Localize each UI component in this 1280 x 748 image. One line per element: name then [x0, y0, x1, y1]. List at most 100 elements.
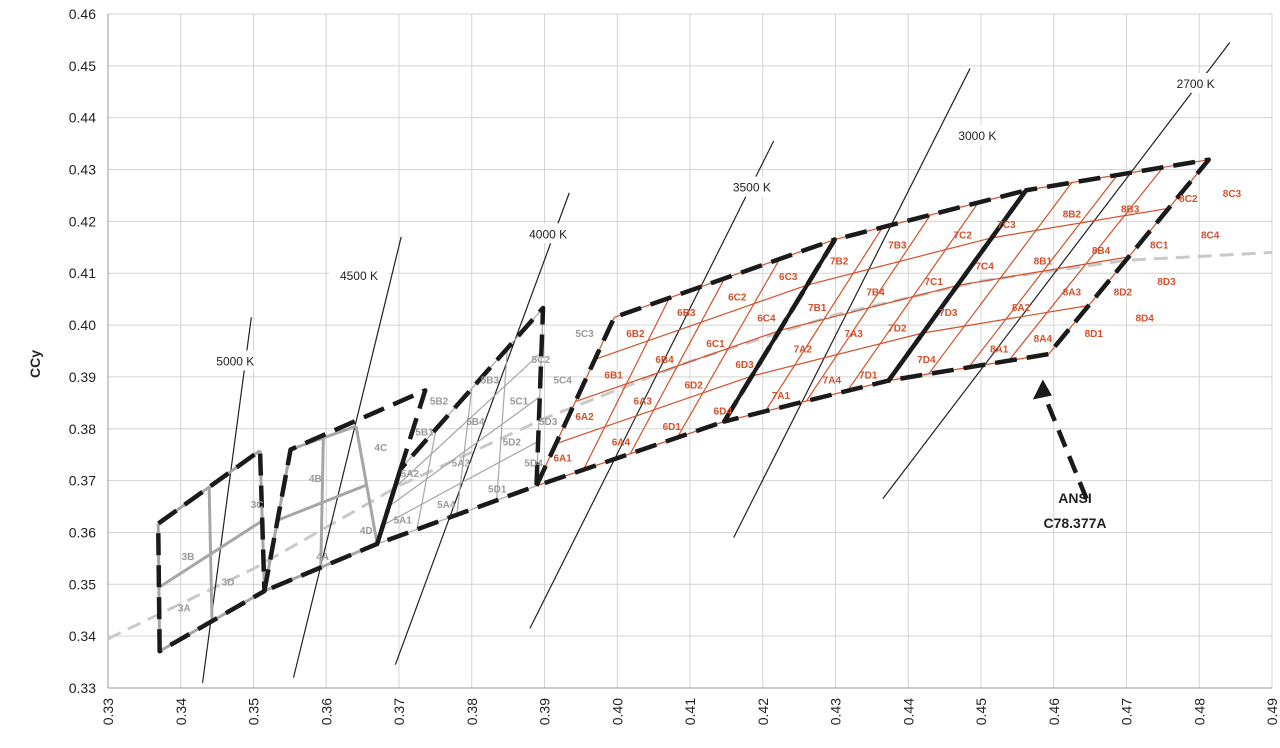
bin-label-8A1: 8A1: [990, 344, 1009, 355]
bin-label-7A4: 7A4: [823, 376, 842, 387]
cct-label-bg: [947, 124, 1008, 145]
x-tick-label: 0.47: [1119, 698, 1135, 725]
y-axis-ticks: 0.33 0.34 0.35 0.36 0.37 0.38 0.39 0.40 0.41 0.42…: [69, 6, 96, 696]
bin-label-6A4: 6A4: [612, 438, 631, 449]
x-tick-label: 0.43: [828, 698, 844, 725]
ansi-quad: [374, 305, 546, 547]
cct-line: [882, 42, 1231, 500]
bin-label-4C: 4C: [374, 443, 387, 454]
bin-label-7B3: 7B3: [888, 241, 907, 252]
bin-label-7C3: 7C3: [997, 220, 1016, 231]
bin-label-8C4: 8C4: [1201, 230, 1220, 241]
ansi-quad: [886, 157, 1211, 383]
bin-label-8D1: 8D1: [1085, 329, 1104, 340]
bin-label-5D3: 5D3: [539, 417, 558, 428]
bin-label-4A: 4A: [316, 552, 329, 563]
y-tick-label: 0.37: [69, 473, 96, 489]
x-tick-label: 0.41: [682, 698, 698, 725]
bin-label-5C4: 5C4: [554, 376, 573, 387]
bin-label-6B2: 6B2: [626, 329, 645, 340]
ansi-quad: [155, 448, 267, 654]
red-grid-h: [594, 284, 808, 360]
bin-label-8B4: 8B4: [1092, 246, 1111, 257]
ansi-annotation: ANSI C78.377A: [1032, 379, 1107, 531]
gray-grid-h: [388, 396, 541, 508]
ansi-quadrangles: [155, 157, 1211, 654]
cct-line: [394, 192, 570, 665]
bin-label-8C3: 8C3: [1223, 189, 1242, 200]
bin-label-6D4: 6D4: [714, 407, 733, 418]
bin-label-8B1: 8B1: [1034, 256, 1053, 267]
x-tick-label: 0.38: [464, 698, 480, 725]
bin-label-8C2: 8C2: [1179, 194, 1198, 205]
x-tick-label: 0.40: [609, 698, 625, 725]
bin-label-7A1: 7A1: [772, 391, 791, 402]
cct-label-bg: [328, 264, 389, 285]
gray-grid-h: [276, 483, 368, 522]
red-grid-h: [991, 207, 1169, 239]
y-tick-label: 0.43: [69, 162, 96, 178]
bin-label-8A3: 8A3: [1063, 287, 1082, 298]
bin-label-6A1: 6A1: [554, 453, 573, 464]
bin-label-3A: 3A: [178, 604, 191, 615]
gray-grid-h: [394, 351, 542, 489]
cct-label-bg: [205, 350, 266, 371]
cct-label: 3000 K: [958, 129, 996, 143]
bin-label-6C3: 6C3: [779, 272, 798, 283]
annotation-arrow-shaft: [1040, 390, 1089, 500]
x-tick-label: 0.35: [246, 698, 262, 725]
bin-label-7A3: 7A3: [845, 329, 864, 340]
bin-label-5C1: 5C1: [510, 396, 529, 407]
y-tick-label: 0.44: [69, 110, 96, 126]
gray-grid-h: [158, 519, 264, 589]
grid: [107, 13, 1273, 689]
cct-label: 4500 K: [340, 269, 378, 283]
bin-label-7D2: 7D2: [888, 324, 907, 335]
bin-label-5D4: 5D4: [524, 458, 543, 469]
cct-line: [292, 236, 402, 678]
cct-label: 2700 K: [1177, 77, 1215, 91]
red-grid-h: [779, 284, 958, 332]
bin-label-7B1: 7B1: [808, 303, 827, 314]
y-axis-label: CCy: [27, 350, 43, 378]
cct-line: [529, 140, 775, 629]
bin-label-7B4: 7B4: [866, 287, 885, 298]
x-tick-label: 0.34: [173, 698, 189, 725]
bin-label-5C2: 5C2: [532, 355, 551, 366]
bin-label-5D1: 5D1: [488, 484, 507, 495]
bin-label-8A4: 8A4: [1034, 334, 1053, 345]
bin-label-6C1: 6C1: [706, 339, 725, 350]
red-grid-v: [1008, 166, 1164, 362]
y-tick-label: 0.35: [69, 576, 96, 592]
cct-lines: 5000 K 4500 K 4000 K 3500 K 3000 K 2700 K: [201, 42, 1231, 683]
bin-label-8B3: 8B3: [1121, 204, 1140, 215]
bin-label-6B4: 6B4: [655, 355, 674, 366]
bin-label-7A2: 7A2: [794, 344, 813, 355]
bin-label-5B3: 5B3: [481, 376, 500, 387]
bin-label-7C4: 7C4: [975, 261, 994, 272]
bin-label-5C3: 5C3: [575, 329, 594, 340]
y-tick-label: 0.42: [69, 213, 96, 229]
y-tick-label: 0.46: [69, 6, 96, 22]
red-grid-v: [847, 202, 979, 392]
bin-label-7D3: 7D3: [939, 308, 958, 319]
bin-label-5A1: 5A1: [393, 516, 412, 527]
bin-label-5D2: 5D2: [503, 438, 522, 449]
bin-label-5A3: 5A3: [452, 458, 471, 469]
y-tick-label: 0.33: [69, 680, 96, 696]
cct-label: 3500 K: [733, 181, 771, 195]
bin-label-8D4: 8D4: [1136, 313, 1155, 324]
x-tick-label: 0.44: [900, 698, 916, 725]
ansi-divider: [722, 238, 837, 423]
bin-label-4B: 4B: [309, 474, 322, 485]
x-tick-label: 0.33: [100, 698, 116, 725]
x-tick-label: 0.48: [1191, 698, 1207, 725]
y-tick-label: 0.34: [69, 628, 96, 644]
gray-grid-h: [290, 424, 357, 451]
x-tick-label: 0.46: [1046, 698, 1062, 725]
x-tick-label: 0.36: [318, 698, 334, 725]
red-bin-grid: [535, 159, 1210, 487]
x-tick-label: 0.49: [1264, 698, 1280, 725]
annotation-arrow-head: [1032, 379, 1052, 400]
bin-label-6A2: 6A2: [575, 412, 594, 423]
